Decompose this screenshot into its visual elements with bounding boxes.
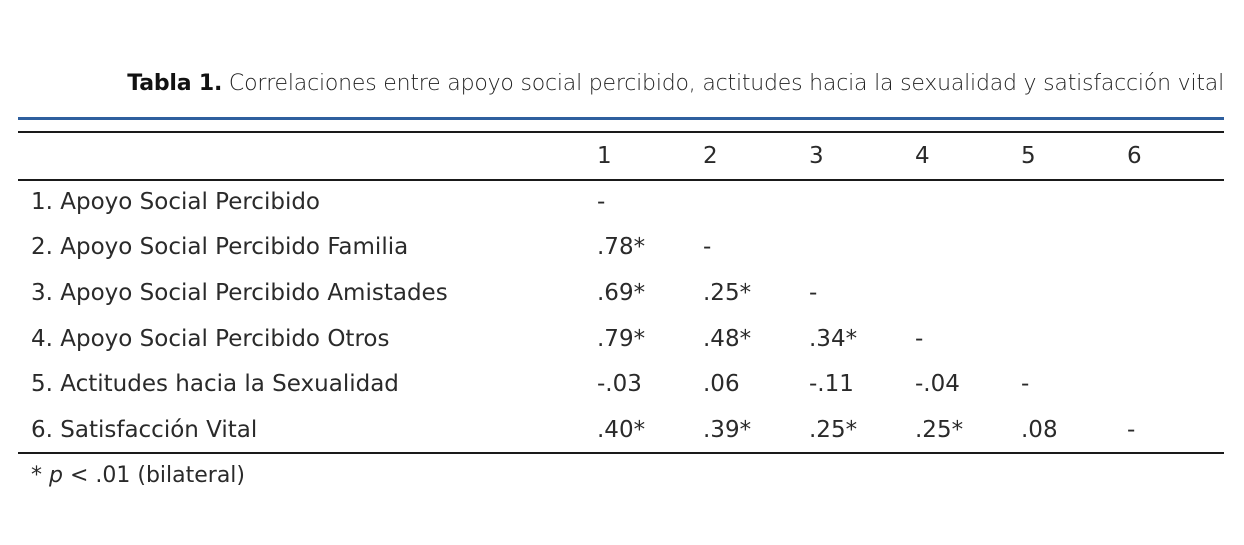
header-bottom-rule — [18, 179, 1224, 181]
row-label: 1. Apoyo Social Percibido — [31, 189, 321, 215]
table-cell: .78* — [597, 234, 646, 260]
column-header-3: 3 — [809, 143, 824, 169]
table-cell: -.04 — [915, 371, 960, 397]
footnote-text: < .01 (bilateral) — [62, 463, 246, 488]
table-cell: - — [597, 189, 606, 215]
header-top-rule — [18, 131, 1224, 133]
table-cell: .69* — [597, 280, 646, 306]
table-cell: -.11 — [809, 371, 854, 397]
column-header-5: 5 — [1021, 143, 1036, 169]
column-header-6: 6 — [1127, 143, 1142, 169]
table-cell: - — [915, 326, 924, 352]
table-cell: -.03 — [597, 371, 642, 397]
row-label: 3. Apoyo Social Percibido Amistades — [31, 280, 448, 306]
table-caption: Tabla 1. Correlaciones entre apoyo socia… — [127, 70, 1224, 98]
table-cell: .08 — [1021, 417, 1058, 443]
caption-text: Correlaciones entre apoyo social percibi… — [222, 71, 1224, 96]
table-cell: .25* — [809, 417, 858, 443]
footnote-p: p — [49, 463, 63, 488]
table-cell: - — [1021, 371, 1030, 397]
column-header-2: 2 — [703, 143, 718, 169]
table-cell: .39* — [703, 417, 752, 443]
row-label: 4. Apoyo Social Percibido Otros — [31, 326, 390, 352]
table-footnote: * p < .01 (bilateral) — [31, 461, 245, 491]
table-cell: .06 — [703, 371, 740, 397]
table-cell: .79* — [597, 326, 646, 352]
column-header-1: 1 — [597, 143, 612, 169]
caption-label: Tabla 1. — [127, 71, 223, 96]
table-bottom-rule — [18, 452, 1224, 454]
table-cell: .34* — [809, 326, 858, 352]
table-cell: .25* — [703, 280, 752, 306]
table-cell: .25* — [915, 417, 964, 443]
accent-rule — [18, 117, 1224, 120]
table-cell: - — [809, 280, 818, 306]
row-label: 5. Actitudes hacia la Sexualidad — [31, 371, 399, 397]
column-header-4: 4 — [915, 143, 930, 169]
table-cell: .48* — [703, 326, 752, 352]
footnote-star: * — [31, 463, 49, 488]
table-cell: - — [1127, 417, 1136, 443]
table-cell: .40* — [597, 417, 646, 443]
row-label: 6. Satisfacción Vital — [31, 417, 258, 443]
row-label: 2. Apoyo Social Percibido Familia — [31, 234, 409, 260]
table-cell: - — [703, 234, 712, 260]
